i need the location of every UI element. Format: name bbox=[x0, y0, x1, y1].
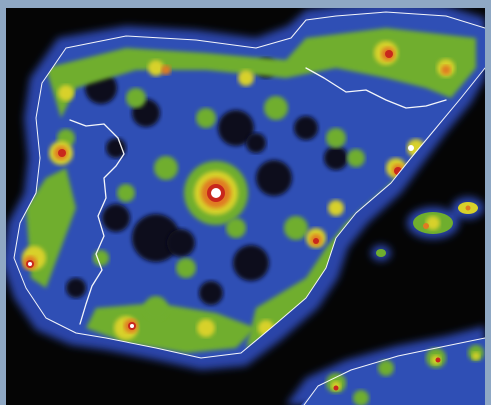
bright-light-zone bbox=[238, 70, 254, 86]
bright-light-zone bbox=[197, 319, 215, 337]
city-core bbox=[408, 145, 414, 151]
africa-extreme-light bbox=[333, 385, 339, 391]
medium-light-zone bbox=[347, 149, 365, 167]
dark-area bbox=[132, 214, 180, 262]
extreme-light-zone bbox=[58, 149, 66, 157]
city-core bbox=[211, 188, 221, 198]
africa-coast bbox=[303, 337, 485, 405]
medium-light-zone bbox=[196, 108, 216, 128]
medium-light-zone bbox=[264, 96, 288, 120]
dark-area bbox=[256, 160, 292, 196]
france-spain-border bbox=[305, 67, 447, 109]
city-core bbox=[130, 324, 134, 328]
bright-light-zone bbox=[58, 85, 74, 101]
medium-light-zone bbox=[144, 296, 168, 320]
extreme-light-zone bbox=[385, 50, 393, 58]
medium-light-zone bbox=[154, 156, 178, 180]
coastline bbox=[13, 11, 485, 359]
island-light-layers bbox=[423, 203, 473, 230]
very-bright-light-zone bbox=[161, 65, 171, 75]
dark-area bbox=[106, 138, 126, 158]
africa-light-layers bbox=[326, 345, 484, 405]
dark-area bbox=[66, 278, 86, 298]
africa-bright-light bbox=[472, 352, 480, 360]
dark-area bbox=[102, 204, 130, 232]
dark-area bbox=[294, 116, 318, 140]
medium-light-zone bbox=[126, 88, 146, 108]
medium-light-zone bbox=[176, 258, 196, 278]
dark-area bbox=[199, 281, 223, 305]
medium-light-zone bbox=[326, 128, 346, 148]
medium-light-zone bbox=[86, 303, 256, 353]
africa-medium-light bbox=[353, 390, 369, 405]
dark-area bbox=[246, 133, 266, 153]
city-core bbox=[28, 262, 32, 266]
portugal-spain-border bbox=[69, 119, 125, 325]
map-canvas bbox=[6, 8, 485, 405]
medium-light-zone bbox=[284, 216, 308, 240]
very-bright-light-zone bbox=[441, 65, 451, 75]
dark-area bbox=[218, 110, 254, 146]
light-pollution-map[interactable] bbox=[6, 8, 485, 405]
medium-light-zone bbox=[46, 28, 476, 118]
dark-area bbox=[167, 229, 195, 257]
medium-light-zone bbox=[93, 250, 109, 266]
medium-light-zone bbox=[117, 184, 135, 202]
dark-area bbox=[233, 245, 269, 281]
island-very-bright-light bbox=[423, 223, 429, 229]
extreme-light-zone bbox=[313, 238, 319, 244]
bright-light-zone bbox=[328, 200, 344, 216]
africa-extreme-light bbox=[435, 357, 441, 363]
medium-light-zone bbox=[226, 218, 246, 238]
island-bright-light bbox=[426, 216, 440, 230]
island-very-bright-light bbox=[465, 205, 471, 211]
borders bbox=[13, 11, 485, 405]
africa-medium-light bbox=[378, 360, 394, 376]
dark-area bbox=[324, 146, 348, 170]
bright-light-zone bbox=[148, 60, 164, 76]
